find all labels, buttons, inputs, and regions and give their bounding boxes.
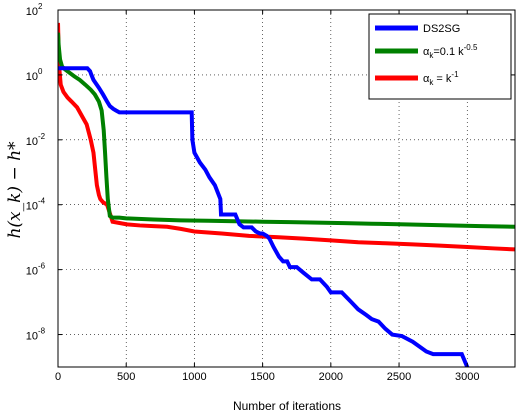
x-tick-label: 0: [55, 371, 61, 383]
x-tick-label: 2000: [319, 371, 343, 383]
x-tick-label: 500: [117, 371, 135, 383]
series-line-inverse-step: [58, 22, 515, 252]
y-axis-label: h(x_k) − h*: [5, 141, 25, 239]
legend: DS2SG αk=0.1 k-0.5 αk = k-1: [368, 13, 512, 100]
y-tick-label: 10: [26, 6, 38, 18]
legend-label-step-decay: αk=0.1 k-0.5: [423, 43, 478, 60]
x-tick-label: 1500: [250, 371, 274, 383]
y-tick-exponent: -2: [38, 132, 46, 141]
legend-label-inverse-step: αk = k-1: [423, 70, 459, 87]
y-tick-exponent: 2: [38, 2, 43, 11]
x-tick-label: 1000: [182, 371, 206, 383]
y-tick-label: 10: [26, 136, 38, 148]
plot-frame: [57, 9, 516, 368]
y-tick-label: 10: [26, 331, 38, 343]
x-tick-label: 2500: [387, 371, 411, 383]
y-tick-label: 10: [26, 266, 38, 278]
y-tick-exponent: -6: [38, 262, 46, 271]
y-tick-label: 10: [26, 201, 38, 213]
y-tick-exponent: -8: [38, 327, 46, 336]
series-line-step-decay: [58, 32, 515, 229]
y-tick-exponent: 0: [38, 67, 43, 76]
y-tick-label: 10: [26, 71, 38, 83]
x-tick-label: 3000: [455, 371, 479, 383]
x-axis-label: Number of iterations: [233, 399, 341, 412]
data-series: [58, 22, 515, 367]
legend-label-ds2sg: DS2SG: [423, 23, 460, 35]
series-line-ds2sg: [58, 66, 470, 367]
y-tick-exponent: -4: [38, 197, 46, 206]
